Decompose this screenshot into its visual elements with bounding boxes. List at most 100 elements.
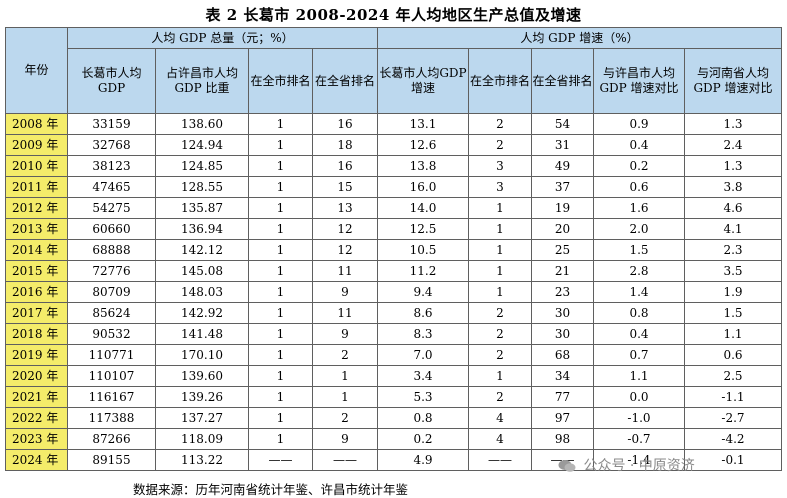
table-cell: 1 xyxy=(248,218,313,240)
table-cell: 1 xyxy=(468,365,532,387)
table-title: 表 2 长葛市 2008-2024 年人均地区生产总值及增速 xyxy=(205,6,582,24)
table-cell: 0.6 xyxy=(593,176,685,198)
table-cell: 2.8 xyxy=(593,260,685,282)
table-cell: 142.12 xyxy=(155,239,249,261)
table-cell: 68888 xyxy=(67,239,156,261)
table-row: 2008 年 33159 138.60 1 16 13.1 2 54 0.9 1.3 xyxy=(5,113,782,135)
table-row: 2017 年 85624 142.92 1 11 8.6 2 30 0.8 1.5 xyxy=(5,302,782,324)
table-cell: 60660 xyxy=(67,218,156,240)
year-cell: 2009 年 xyxy=(5,134,68,156)
year-cell: 2020 年 xyxy=(5,365,68,387)
table-cell: 0.8 xyxy=(593,302,685,324)
year-cell: 2014 年 xyxy=(5,239,68,261)
table-cell: 0.6 xyxy=(684,344,782,366)
table-cell: -1.1 xyxy=(684,386,782,408)
table-cell: 13 xyxy=(312,197,378,219)
table-cell: 142.92 xyxy=(155,302,249,324)
year-cell: 2012 年 xyxy=(5,197,68,219)
table-cell: 1 xyxy=(248,428,313,450)
table-cell: 12 xyxy=(312,218,378,240)
table-cell: 16 xyxy=(312,155,378,177)
year-cell: 2010 年 xyxy=(5,155,68,177)
table-cell: 139.60 xyxy=(155,365,249,387)
table-cell: 2 xyxy=(468,323,532,345)
table-cell: 4.1 xyxy=(684,218,782,240)
header-row-columns: 长葛市人均GDP 占许昌市人均 GDP 比重 在全市排名 在全省排名 长葛市人均… xyxy=(6,48,782,114)
table-cell: 10.5 xyxy=(377,239,469,261)
table-cell: 1 xyxy=(248,134,313,156)
table-cell: 148.03 xyxy=(155,281,249,303)
table-row: 2016 年 80709 148.03 1 9 9.4 1 23 1.4 1.9 xyxy=(5,281,782,303)
table-cell: 1 xyxy=(468,239,532,261)
table-cell: 54 xyxy=(531,113,594,135)
table-cell: 1 xyxy=(248,155,313,177)
table-cell: 1 xyxy=(248,239,313,261)
table-cell: 1.1 xyxy=(593,365,685,387)
table-cell: 2 xyxy=(468,386,532,408)
table-cell: 15 xyxy=(312,176,378,198)
table-cell: 3.5 xyxy=(684,260,782,282)
table-cell: 1 xyxy=(248,323,313,345)
table-row: 2021 年 116167 139.26 1 1 5.3 2 77 0.0 -1.1 xyxy=(5,386,782,408)
table-cell: 1 xyxy=(248,260,313,282)
table-cell: -4.2 xyxy=(684,428,782,450)
table-cell: 145.08 xyxy=(155,260,249,282)
table-row: 2015 年 72776 145.08 1 11 11.2 1 21 2.8 3.5 xyxy=(5,260,782,282)
table-cell: 0.7 xyxy=(593,344,685,366)
table-cell: 1 xyxy=(248,197,313,219)
table-cell: 9 xyxy=(312,281,378,303)
table-cell: 16 xyxy=(312,113,378,135)
table-cell: 5.3 xyxy=(377,386,469,408)
table-cell: 19 xyxy=(531,197,594,219)
header-col-gdp: 长葛市人均GDP xyxy=(67,48,156,114)
table-cell: 1 xyxy=(248,365,313,387)
table-cell: 34 xyxy=(531,365,594,387)
table-cell: 1.6 xyxy=(593,197,685,219)
table-cell: 1.3 xyxy=(684,113,782,135)
table-cell: 12 xyxy=(312,239,378,261)
table-cell: 18 xyxy=(312,134,378,156)
header-col-vs-henan: 与河南省人均GDP 增速对比 xyxy=(684,48,782,114)
table-cell: 30 xyxy=(531,302,594,324)
table-cell: 1.3 xyxy=(684,155,782,177)
header-col-growth-province-rank: 在全省排名 xyxy=(531,48,594,114)
table-cell: 3 xyxy=(468,155,532,177)
table-cell: 68 xyxy=(531,344,594,366)
year-cell: 2013 年 xyxy=(5,218,68,240)
table-cell: 1 xyxy=(248,386,313,408)
table-cell: 0.9 xyxy=(593,113,685,135)
table-cell: 21 xyxy=(531,260,594,282)
table-cell: 4 xyxy=(468,407,532,429)
table-cell: 0.4 xyxy=(593,134,685,156)
table-cell: 4.6 xyxy=(684,197,782,219)
header-col-province-rank: 在全省排名 xyxy=(312,48,378,114)
table-cell: 2 xyxy=(468,302,532,324)
table-cell: 85624 xyxy=(67,302,156,324)
table-cell: 1.5 xyxy=(593,239,685,261)
header-group-gdp: 人均 GDP 总量（元；%） xyxy=(67,27,378,49)
table-cell: 170.10 xyxy=(155,344,249,366)
table-cell: 1 xyxy=(468,197,532,219)
table-row: 2023 年 87266 118.09 1 9 0.2 4 98 -0.7 -4.2 xyxy=(5,428,782,450)
table-cell: 1.1 xyxy=(684,323,782,345)
wechat-icon xyxy=(558,460,576,472)
year-cell: 2024 年 xyxy=(5,449,68,471)
table-cell: 135.87 xyxy=(155,197,249,219)
table-cell: 8.3 xyxy=(377,323,469,345)
table-cell: 110771 xyxy=(67,344,156,366)
table-cell: 32768 xyxy=(67,134,156,156)
table-cell: 47465 xyxy=(67,176,156,198)
table-cell: 2.5 xyxy=(684,365,782,387)
table-cell: 113.22 xyxy=(155,449,249,471)
table-row: 2018 年 90532 141.48 1 9 8.3 2 30 0.4 1.1 xyxy=(5,323,782,345)
source-note: 数据来源：历年河南省统计年鉴、许昌市统计年鉴 xyxy=(133,482,409,497)
table-row: 2020 年 110107 139.60 1 1 3.4 1 34 1.1 2.5 xyxy=(5,365,782,387)
table-cell: 128.55 xyxy=(155,176,249,198)
header-col-share: 占许昌市人均 GDP 比重 xyxy=(155,48,249,114)
table-cell: 118.09 xyxy=(155,428,249,450)
year-cell: 2023 年 xyxy=(5,428,68,450)
table-cell: 141.48 xyxy=(155,323,249,345)
table-cell: 9.4 xyxy=(377,281,469,303)
table-cell: 8.6 xyxy=(377,302,469,324)
